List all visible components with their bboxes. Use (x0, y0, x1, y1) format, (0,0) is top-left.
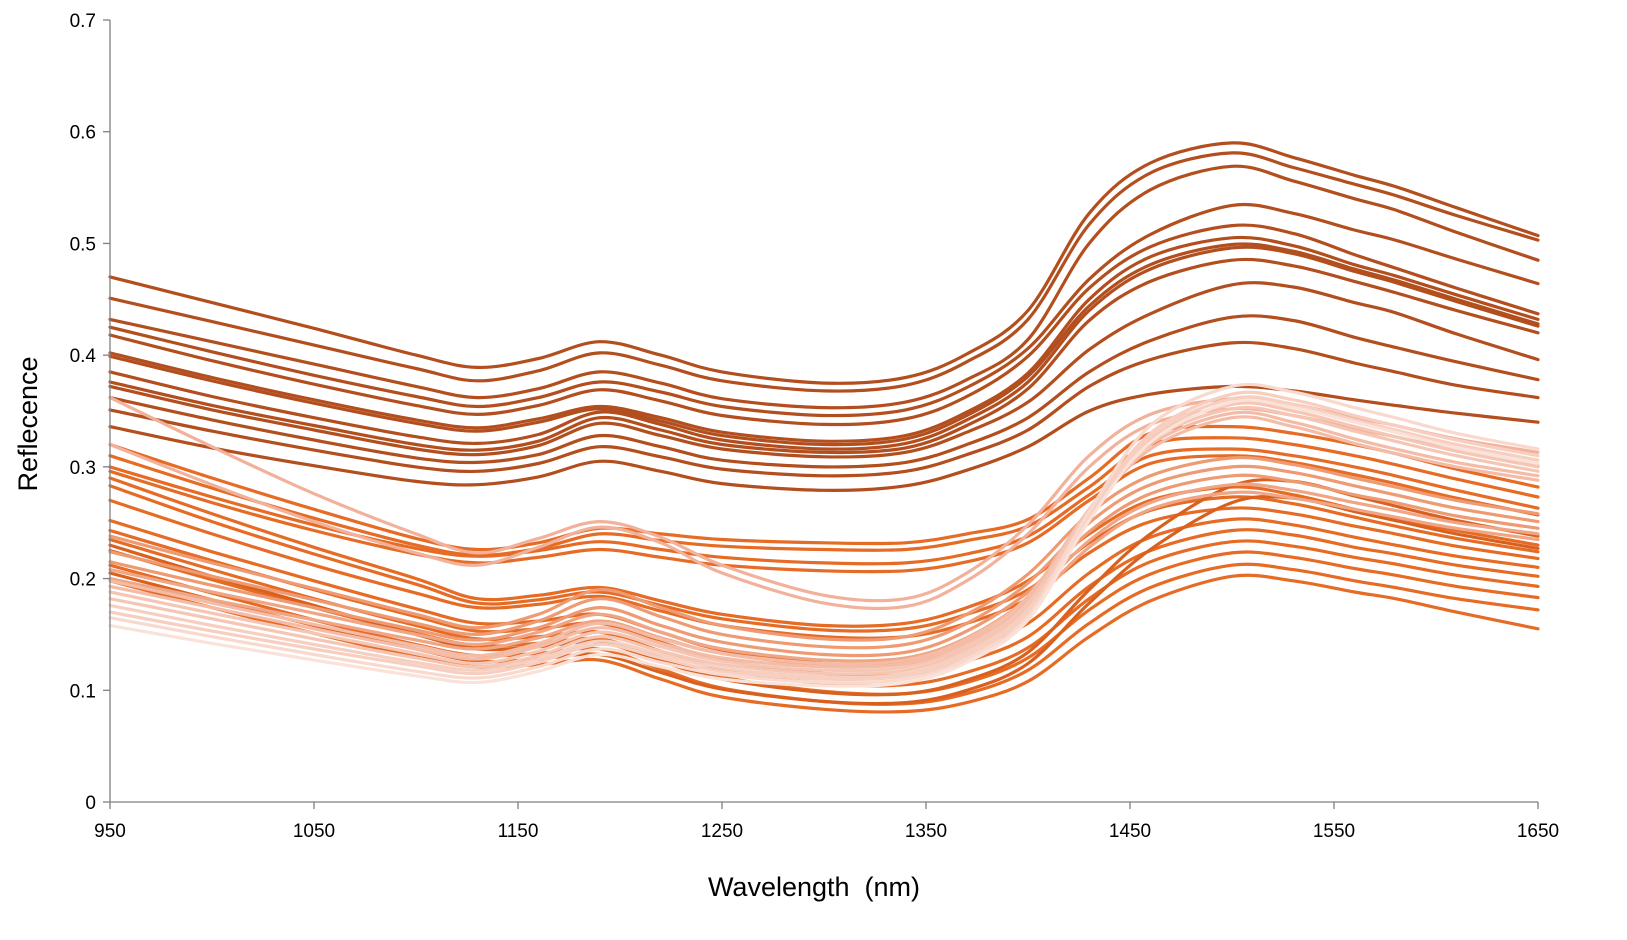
y-tick-label: 0.4 (70, 346, 97, 367)
spectrum-line-41 (108, 395, 1540, 682)
y-tick-label: 0.3 (70, 458, 96, 479)
spectrum-line-10 (108, 281, 1540, 459)
spectrum-line-30 (108, 464, 1540, 650)
x-tick-label: 1550 (1313, 821, 1355, 842)
series-layer (108, 141, 1540, 714)
spectrum-line-42 (108, 382, 1540, 685)
x-axis-title: Wavelength (nm) (708, 872, 920, 902)
x-tick-label: 1150 (498, 821, 539, 842)
spectrum-line-11 (108, 314, 1540, 469)
spectrum-line-13 (108, 384, 1540, 492)
spectrum-line-1 (108, 141, 1540, 385)
spectrum-line-40 (108, 390, 1540, 679)
spectrum-line-17 (108, 454, 1540, 574)
y-axis-ticks: 0 0.1 0.2 0.3 0.4 0.5 0.6 0.7 (70, 11, 110, 814)
x-tick-label: 1250 (701, 821, 743, 842)
spectrum-line-16 (108, 447, 1540, 566)
spectrum-line-31 (108, 473, 1540, 658)
spectrum-line-8 (108, 245, 1540, 451)
spectrum-line-12 (108, 340, 1540, 478)
y-tick-label: 0.7 (70, 11, 96, 32)
spectrum-line-43 (108, 398, 1540, 688)
x-tick-label: 1350 (905, 821, 947, 842)
y-axis-title: Reflecence (13, 356, 43, 491)
y-tick-label: 0.2 (70, 570, 96, 591)
x-tick-label: 1650 (1517, 821, 1559, 842)
spectrum-line-15 (108, 436, 1540, 557)
y-tick-label: 0.6 (70, 123, 96, 144)
spectrum-line-14 (108, 424, 1540, 552)
y-tick-label: 0 (85, 793, 96, 814)
spectrum-line-39 (108, 405, 1540, 676)
spectrum-line-29 (108, 455, 1540, 642)
spectrum-line-37 (108, 415, 1540, 669)
x-tick-label: 1450 (1109, 821, 1151, 842)
spectrum-line-32 (108, 482, 1540, 663)
y-tick-label: 0.5 (70, 234, 96, 255)
spectrum-line-4 (108, 202, 1540, 418)
spectrum-line-3 (108, 164, 1540, 410)
spectrum-line-19 (108, 484, 1540, 633)
spectrum-line-36 (108, 410, 1540, 666)
spectrum-line-6 (108, 235, 1540, 443)
x-axis-ticks: 950 1050 1150 1250 1350 1450 1550 1650 (94, 802, 1559, 842)
y-tick-label: 0.1 (70, 681, 96, 702)
spectrum-line-2 (108, 151, 1540, 393)
spectrum-line-38 (108, 401, 1540, 673)
x-tick-label: 1050 (293, 821, 335, 842)
spectrum-line-9 (108, 257, 1540, 455)
spectrum-line-7 (108, 242, 1540, 447)
x-tick-label: 950 (94, 821, 126, 842)
spectrum-line-5 (108, 223, 1540, 427)
